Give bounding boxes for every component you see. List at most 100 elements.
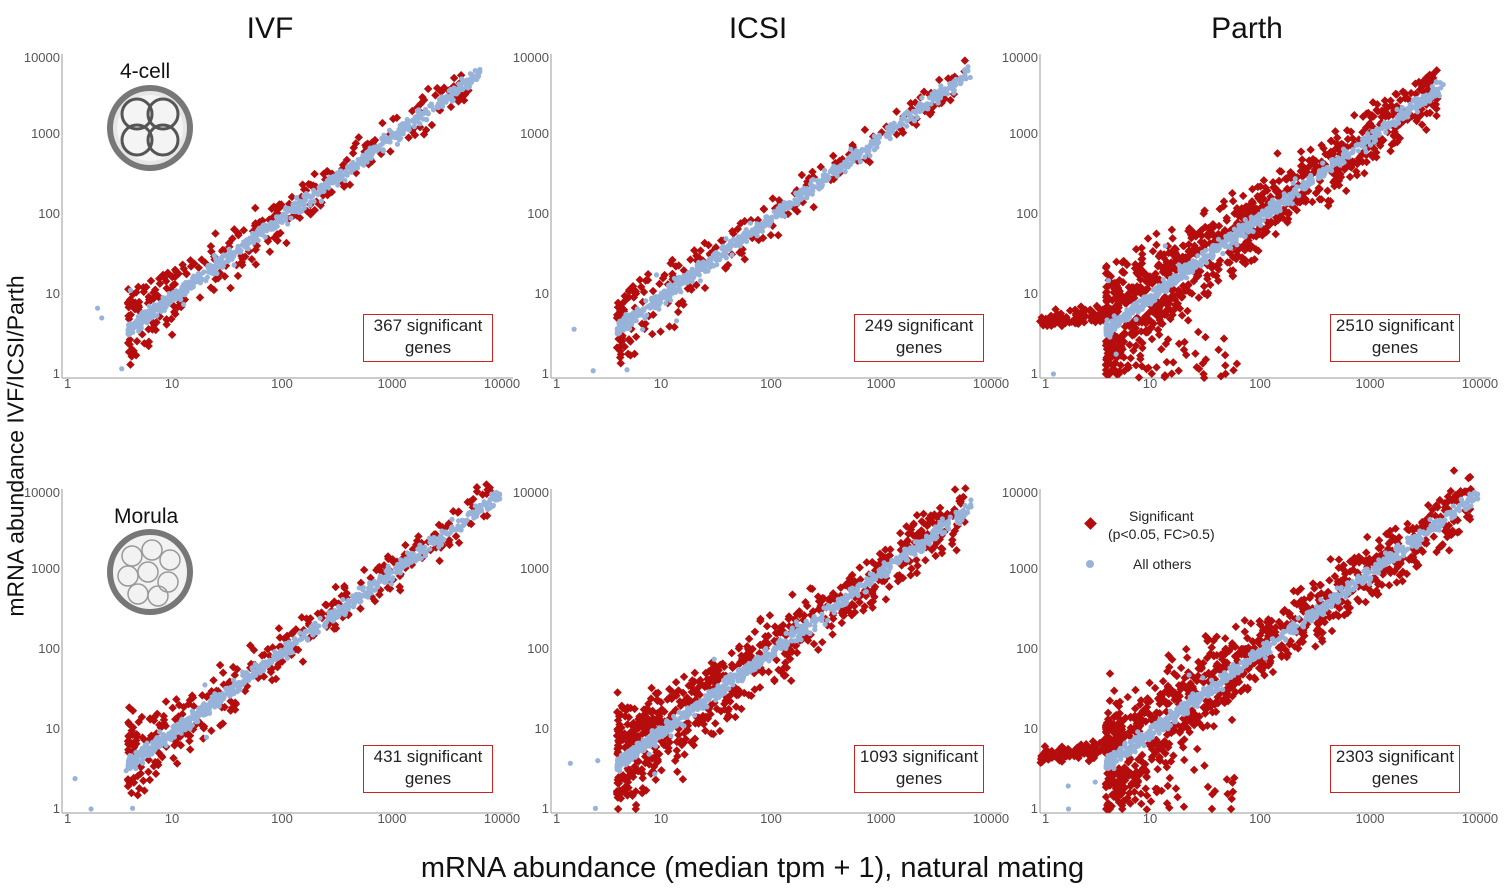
other-point	[776, 209, 782, 215]
other-point	[338, 168, 344, 174]
other-point	[294, 195, 300, 201]
significant-point	[433, 83, 442, 93]
other-point	[140, 317, 147, 324]
other-point	[252, 237, 258, 243]
other-point	[1210, 252, 1216, 259]
other-point	[140, 311, 146, 318]
other-point	[785, 200, 791, 206]
other-point	[278, 647, 284, 653]
other-point	[304, 636, 311, 642]
four-cell-embryo-icon	[107, 85, 193, 171]
morula-embryo-icon	[107, 529, 193, 615]
y-tick-label: 10000	[1002, 50, 1038, 65]
other-point	[371, 578, 377, 585]
other-point	[147, 314, 154, 320]
significant-point	[616, 350, 626, 359]
other-point	[1286, 192, 1292, 198]
significant-point	[146, 276, 156, 286]
other-point	[208, 269, 214, 276]
other-point	[948, 82, 954, 88]
significant-point	[617, 333, 627, 343]
other-point	[1128, 309, 1134, 315]
significant-point	[643, 269, 653, 279]
significant-point	[310, 169, 319, 179]
other-point	[831, 163, 837, 169]
significant-point	[206, 283, 216, 292]
significant-point	[961, 484, 970, 493]
other-point	[1315, 175, 1321, 181]
other-point	[909, 114, 915, 120]
other-point	[1199, 249, 1206, 256]
other-point	[317, 615, 323, 621]
other-point	[625, 318, 631, 324]
other-point	[308, 199, 314, 205]
significant-point	[623, 349, 633, 359]
other-point	[445, 531, 452, 537]
other-point	[744, 233, 750, 239]
other-point	[913, 110, 919, 116]
other-point	[1229, 234, 1235, 240]
x-tick-label: 1	[553, 811, 560, 826]
other-point	[189, 275, 196, 281]
other-point	[197, 280, 203, 286]
other-point	[160, 294, 166, 301]
other-point	[1162, 279, 1168, 286]
other-point	[477, 66, 483, 73]
other-point	[914, 114, 920, 121]
other-point	[285, 221, 291, 227]
other-point	[399, 124, 406, 131]
significant-point	[306, 180, 315, 190]
significant-point	[186, 256, 195, 265]
other-point	[1176, 262, 1182, 268]
other-point	[99, 315, 105, 321]
other-point	[157, 300, 163, 306]
other-point	[930, 97, 936, 103]
significant-point	[186, 262, 196, 271]
significant-point	[247, 255, 257, 264]
y-tick-label: 1000	[31, 126, 60, 141]
other-point	[347, 165, 353, 171]
other-point	[618, 323, 625, 329]
y-tick-label: 10000	[24, 485, 60, 500]
other-point	[451, 85, 457, 91]
other-point	[477, 505, 483, 512]
other-point	[808, 181, 814, 187]
other-point	[749, 227, 755, 233]
other-point	[461, 520, 467, 527]
significant-point	[151, 769, 161, 779]
significant-point	[1220, 350, 1230, 360]
x-tick-label: 100	[1249, 376, 1271, 391]
other-point	[1202, 258, 1208, 264]
other-point	[698, 266, 705, 272]
significant-point	[173, 302, 183, 312]
other-point	[284, 655, 291, 661]
significant-point	[1345, 172, 1355, 182]
other-point	[472, 68, 478, 74]
significant-point	[1152, 229, 1161, 239]
significant-point	[1323, 186, 1332, 195]
significant-point	[641, 276, 651, 285]
other-point	[1113, 351, 1119, 357]
significant-point	[657, 766, 666, 775]
other-point	[123, 768, 129, 774]
other-point	[673, 318, 680, 324]
other-point	[743, 226, 749, 233]
x-tick-label: 1000	[378, 376, 407, 391]
significant-point	[1350, 111, 1359, 120]
significant-point	[665, 322, 674, 331]
other-point	[1050, 371, 1057, 377]
significant-point	[837, 618, 847, 628]
y-tick-label: 10	[1024, 286, 1038, 301]
other-point	[663, 300, 669, 306]
x-tick-label: 10000	[484, 376, 520, 391]
significant-point	[770, 676, 779, 686]
other-point	[670, 290, 676, 296]
other-point	[369, 587, 376, 593]
other-point	[240, 672, 246, 678]
other-point	[225, 258, 231, 265]
significant-point	[194, 263, 204, 272]
column-title-parth: Parth	[1211, 12, 1283, 45]
other-point	[714, 262, 720, 268]
x-tick-label: 1000	[867, 376, 896, 391]
other-point	[871, 133, 877, 139]
